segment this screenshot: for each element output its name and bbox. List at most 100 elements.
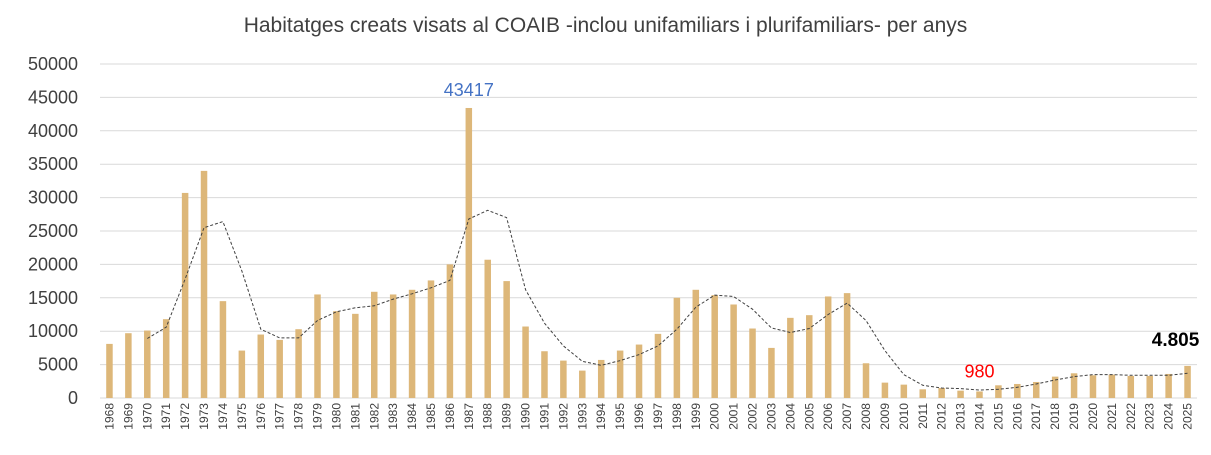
x-tick-label: 1986 — [443, 403, 457, 430]
x-tick-label: 1976 — [254, 403, 268, 430]
x-tick-label: 1984 — [405, 403, 419, 430]
x-tick-label: 1998 — [670, 403, 684, 430]
bar-2001 — [730, 304, 737, 398]
bar-1990 — [522, 326, 529, 398]
x-tick-label: 2002 — [746, 403, 760, 430]
x-tick-label: 2016 — [1010, 403, 1024, 430]
x-tick-label: 2006 — [821, 403, 835, 430]
x-tick-label: 1980 — [329, 403, 343, 430]
x-tick-label: 1974 — [216, 403, 230, 430]
y-tick-label: 50000 — [28, 54, 78, 74]
bar-1974 — [219, 301, 227, 398]
y-tick-label: 30000 — [28, 188, 78, 208]
x-tick-label: 2004 — [783, 403, 797, 430]
bar-1994 — [597, 359, 605, 398]
x-tick-label: 1973 — [197, 403, 211, 430]
x-tick-label: 1978 — [292, 403, 306, 430]
x-tick-label: 1987 — [462, 403, 476, 430]
x-tick-label: 2020 — [1086, 403, 1100, 430]
bar-1986 — [446, 264, 454, 398]
y-tick-label: 5000 — [38, 355, 78, 375]
x-tick-label: 2012 — [935, 403, 949, 430]
x-tick-label: 1995 — [613, 403, 627, 430]
x-tick-label: 1996 — [632, 403, 646, 430]
x-tick-label: 1993 — [575, 403, 589, 430]
x-tick-label: 2024 — [1162, 403, 1176, 430]
annotation-label: 4.805 — [1152, 330, 1200, 351]
x-tick-label: 2014 — [972, 403, 986, 430]
x-tick-label: 1979 — [311, 403, 325, 430]
x-tick-label: 2005 — [802, 403, 816, 430]
x-tick-label: 2018 — [1048, 403, 1062, 430]
bar-1985 — [427, 280, 435, 398]
bar-2017 — [1032, 381, 1040, 398]
bar-2008 — [862, 363, 870, 398]
bar-1972 — [181, 192, 189, 398]
chart-title: Habitatges creats visats al COAIB -inclo… — [243, 14, 968, 37]
gridlines — [100, 63, 1197, 399]
x-tick-label: 2021 — [1105, 403, 1119, 430]
y-tick-label: 0 — [68, 388, 78, 408]
x-tick-label: 2023 — [1143, 403, 1157, 430]
x-tick-label: 1994 — [594, 403, 608, 430]
bar-1997 — [654, 333, 662, 398]
y-tick-label: 15000 — [28, 288, 78, 308]
bar-2000 — [711, 295, 718, 398]
bar-2009 — [881, 382, 889, 398]
bar-1973 — [200, 170, 208, 398]
bar-2011 — [919, 389, 926, 398]
bar-2013 — [957, 390, 964, 398]
bar-1995 — [616, 350, 624, 398]
x-tick-label: 1975 — [235, 403, 249, 430]
bar-1987 — [465, 107, 473, 399]
bar-2018 — [1051, 376, 1059, 398]
bar-2002 — [749, 328, 756, 398]
bar-1989 — [503, 281, 510, 398]
bar-2014 — [976, 391, 983, 398]
bar-1991 — [541, 351, 548, 398]
bar-1981 — [352, 313, 359, 398]
x-tick-label: 2019 — [1067, 403, 1081, 430]
x-tick-label: 1983 — [386, 403, 400, 430]
bar-1998 — [673, 297, 681, 398]
x-tick-label: 1985 — [424, 403, 438, 430]
x-tick-label: 2013 — [954, 403, 968, 430]
bars — [106, 107, 1191, 399]
x-tick-label: 1990 — [519, 403, 533, 430]
y-tick-label: 35000 — [28, 154, 78, 174]
bar-1968 — [106, 343, 113, 398]
bar-1980 — [333, 311, 340, 398]
bar-2021 — [1108, 374, 1116, 398]
annotation-label: 980 — [964, 361, 994, 381]
x-tick-label: 2010 — [897, 403, 911, 430]
bar-2022 — [1127, 375, 1135, 398]
bar-1977 — [276, 339, 283, 398]
bar-2025 — [1184, 365, 1191, 398]
x-tick-label: 1972 — [178, 403, 192, 430]
bar-2012 — [938, 387, 945, 398]
bar-1984 — [408, 289, 416, 398]
x-tick-label: 1968 — [102, 403, 116, 430]
bar-1970 — [144, 330, 151, 398]
bar-1969 — [125, 333, 132, 398]
x-tick-label: 1970 — [140, 403, 154, 430]
bar-1971 — [162, 319, 170, 398]
x-tick-label: 2003 — [764, 403, 778, 430]
x-tick-label: 2008 — [859, 403, 873, 430]
bar-2020 — [1089, 375, 1097, 398]
trendline-layer — [147, 209, 1188, 391]
x-tick-label: 1977 — [273, 403, 287, 430]
bar-1988 — [484, 259, 491, 398]
x-tick-label: 2001 — [727, 403, 741, 430]
annotations: 43417 980 4.805 — [444, 80, 1200, 381]
x-tick-label: 2025 — [1181, 403, 1195, 430]
y-tick-label: 45000 — [28, 87, 78, 107]
x-tick-label: 1988 — [481, 403, 495, 430]
bar-1983 — [389, 294, 397, 398]
x-tick-label: 1989 — [500, 403, 514, 430]
y-axis-ticks: 0 5000 10000 15000 20000 25000 30000 35000 40000… — [28, 54, 78, 408]
annotation-label: 43417 — [444, 80, 494, 100]
bar-1999 — [692, 289, 700, 398]
trendline — [147, 209, 1188, 391]
